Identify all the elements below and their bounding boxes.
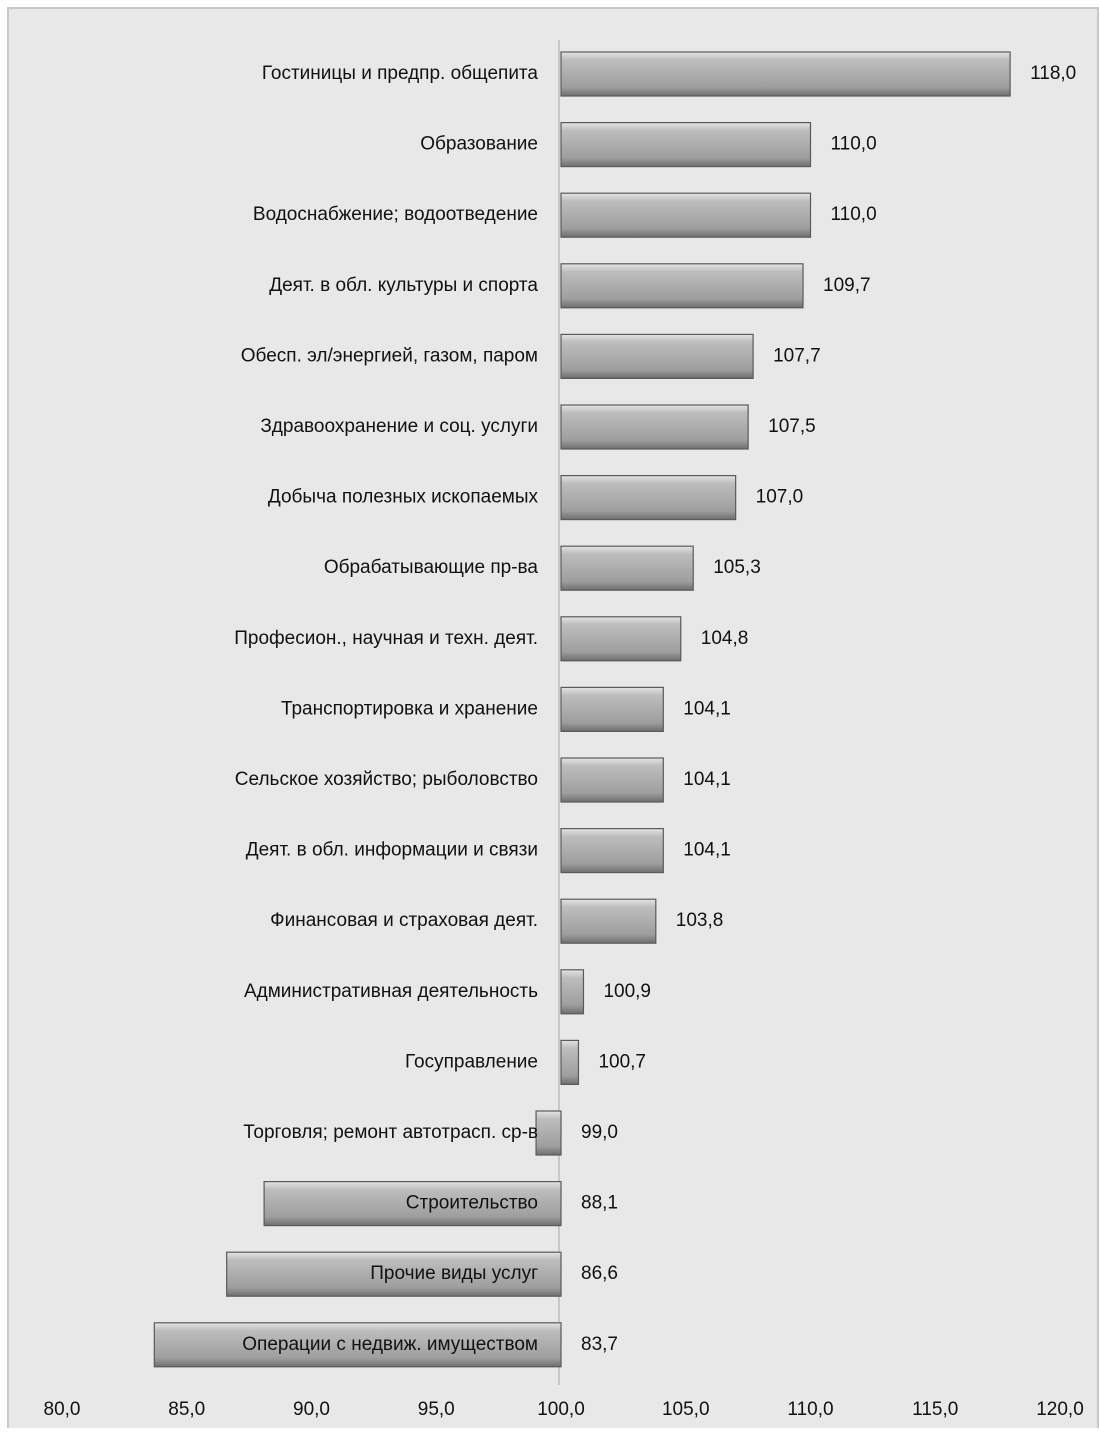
bar — [560, 404, 749, 450]
bar — [560, 1039, 580, 1086]
x-tick-label: 80,0 — [44, 1399, 81, 1420]
category-label: Транспортировка и хранение — [281, 698, 538, 719]
x-tick-label: 120,0 — [1036, 1399, 1084, 1420]
category-label: Добыча полезных ископаемых — [268, 487, 539, 508]
x-tick-label: 95,0 — [418, 1399, 455, 1420]
x-tick-label: 110,0 — [787, 1399, 833, 1420]
category-label: Административная деятельность — [244, 981, 538, 1002]
bar — [560, 192, 812, 238]
bar — [560, 333, 754, 379]
value-label: 110,0 — [831, 204, 877, 225]
bar — [560, 757, 664, 803]
category-label: Строительство — [406, 1193, 538, 1214]
value-label: 107,0 — [756, 487, 804, 508]
value-label: 99,0 — [581, 1122, 618, 1143]
bar — [153, 1322, 562, 1368]
value-label: 83,7 — [581, 1334, 618, 1355]
value-label: 107,5 — [768, 416, 816, 437]
bar — [560, 616, 682, 662]
x-tick-label: 85,0 — [168, 1399, 205, 1420]
bar — [226, 1251, 562, 1297]
value-label: 86,6 — [581, 1263, 618, 1284]
category-label: Финансовая и страховая деят. — [270, 910, 538, 931]
value-label: 104,1 — [683, 769, 731, 790]
category-label: Операции с недвиж. имуществом — [242, 1334, 538, 1355]
x-tick-label: 105,0 — [662, 1399, 710, 1420]
x-tick-label: 100,0 — [537, 1399, 585, 1420]
value-label: 107,7 — [773, 345, 821, 366]
bar — [560, 51, 1011, 97]
category-label: Професион., научная и техн. деят. — [234, 628, 538, 649]
bar — [560, 686, 664, 733]
category-label: Образование — [420, 134, 538, 155]
bar — [560, 263, 804, 309]
category-label: Водоснабжение; водоотведение — [253, 204, 538, 225]
bar — [560, 475, 737, 521]
category-label: Здравоохранение и соц. услуги — [260, 416, 538, 437]
category-label: Деят. в обл. культуры и спорта — [269, 275, 538, 296]
value-label: 104,1 — [683, 698, 731, 719]
bar — [560, 898, 657, 944]
value-label: 109,7 — [823, 275, 871, 296]
value-label: 104,1 — [683, 840, 731, 861]
value-label: 88,1 — [581, 1193, 618, 1214]
bar — [560, 827, 664, 874]
value-label: 104,8 — [701, 628, 749, 649]
bar — [560, 545, 694, 591]
category-label: Госуправление — [405, 1051, 538, 1072]
category-label: Обрабатывающие пр-ва — [324, 557, 539, 578]
value-label: 103,8 — [676, 910, 724, 931]
category-label: Деят. в обл. информации и связи — [246, 840, 538, 861]
category-label: Сельское хозяйство; рыболовство — [235, 769, 538, 790]
value-label: 110,0 — [831, 134, 877, 155]
value-label: 100,9 — [603, 981, 651, 1002]
bar — [560, 121, 812, 168]
category-label: Торговля; ремонт автотрасп. ср-в — [243, 1122, 538, 1143]
value-label: 105,3 — [713, 557, 761, 578]
x-tick-label: 90,0 — [293, 1399, 330, 1420]
x-tick-label: 115,0 — [912, 1399, 958, 1420]
bar — [263, 1180, 562, 1227]
value-label: 100,7 — [598, 1051, 646, 1072]
bar — [560, 969, 585, 1015]
category-label: Обесп. эл/энергией, газом, паром — [241, 345, 538, 366]
category-label: Прочие виды услуг — [370, 1263, 538, 1284]
category-label: Гостиницы и предпр. общепита — [262, 63, 539, 84]
bar — [535, 1110, 562, 1156]
value-label: 118,0 — [1030, 63, 1076, 84]
